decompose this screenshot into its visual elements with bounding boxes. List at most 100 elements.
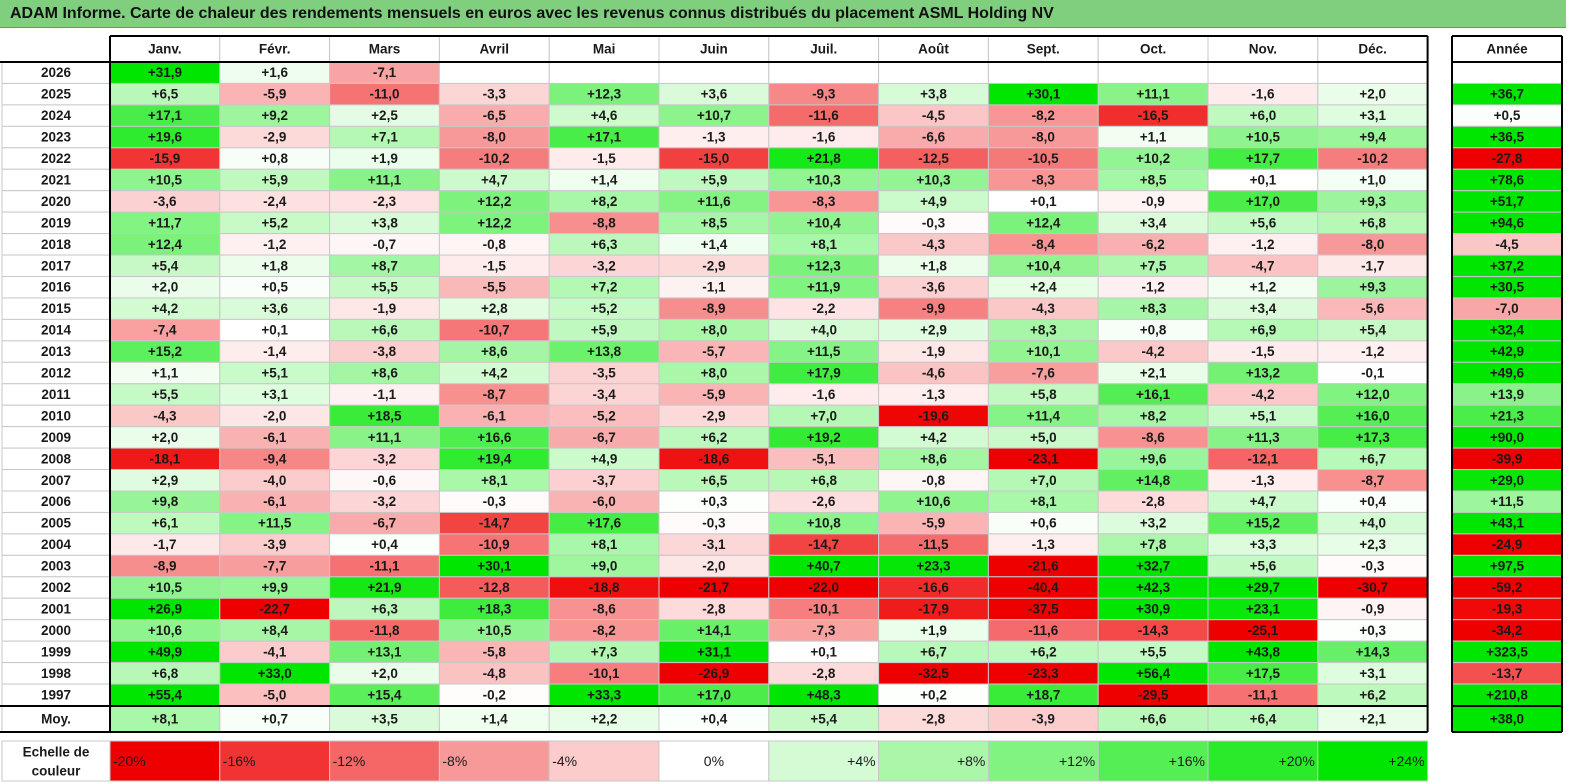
heatmap-cell-value: -8,3: [1032, 172, 1056, 187]
heatmap-cell-value: -6,1: [263, 494, 287, 509]
heatmap-cell-value: -4,7: [1251, 258, 1274, 273]
heatmap-cell-value: -6,1: [263, 430, 287, 445]
heatmap-cell-value: +15,2: [1246, 516, 1280, 531]
heatmap-cell-value: +17,1: [587, 130, 622, 145]
heatmap-cell-value: +10,3: [916, 172, 951, 187]
heatmap-cell-value: -21,7: [699, 580, 730, 595]
heatmap-cell-value: +4,0: [810, 323, 837, 338]
heatmap-cell-value: +31,1: [697, 644, 732, 659]
heatmap-cell: [1207, 61, 1319, 84]
heatmap-cell-value: +4,2: [481, 366, 508, 381]
heatmap-cell-value: +26,9: [148, 601, 182, 616]
annual-cell-value: +36,5: [1490, 130, 1525, 145]
heatmap-cell-value: -6,5: [483, 108, 507, 123]
legend-swatch: [438, 740, 550, 782]
year-label: 2023: [41, 130, 72, 145]
heatmap-cell-value: -8,0: [1361, 237, 1384, 252]
heatmap-cell-value: +6,8: [152, 666, 179, 681]
heatmap-cell-value: +11,9: [807, 280, 840, 295]
heatmap-cell: [658, 61, 770, 84]
average-cell-value: +3,5: [371, 712, 398, 727]
heatmap-cell-value: +5,9: [261, 172, 288, 187]
heatmap-cell-value: +11,6: [697, 194, 731, 209]
heatmap-cell-value: +0,2: [920, 687, 947, 702]
heatmap-cell-value: +12,0: [1356, 387, 1390, 402]
heatmap-cell-value: -18,6: [699, 451, 730, 466]
heatmap-cell-value: +0,1: [1030, 194, 1057, 209]
heatmap-cell-value: +5,8: [1030, 387, 1057, 402]
heatmap-cell-value: +19,4: [477, 451, 512, 466]
heatmap-cell-value: +11,5: [807, 344, 841, 359]
average-cell-value: -2,8: [922, 712, 946, 727]
heatmap-cell-value: +8,1: [1030, 494, 1057, 509]
heatmap-cell-value: -0,9: [1361, 601, 1384, 616]
heatmap-cell-value: -1,5: [1251, 344, 1275, 359]
heatmap-cell-value: +1,2: [1250, 280, 1277, 295]
heatmap-cell-value: -8,4: [1032, 237, 1056, 252]
year-label: 2013: [41, 344, 72, 359]
heatmap-cell-value: +12,2: [477, 194, 511, 209]
heatmap-cell-value: -3,2: [592, 258, 615, 273]
heatmap-cell-value: -4,0: [263, 473, 286, 488]
heatmap-cell-value: -2,3: [373, 194, 397, 209]
heatmap-cell-value: -9,3: [812, 87, 836, 102]
heatmap-cell-value: +3,1: [261, 387, 288, 402]
heatmap-cell-value: +7,1: [371, 130, 398, 145]
year-label: 2015: [41, 301, 72, 316]
annual-cell-value: -27,8: [1492, 151, 1523, 166]
heatmap-cell-value: -1,2: [1251, 237, 1274, 252]
heatmap-cell-value: -3,7: [592, 473, 615, 488]
month-header-label: Déc.: [1358, 42, 1387, 57]
heatmap-cell-value: -14,7: [808, 537, 839, 552]
heatmap-cell-value: -12,5: [918, 151, 949, 166]
heatmap-cell-value: -4,3: [153, 408, 177, 423]
year-label: 1998: [41, 666, 72, 681]
annual-cell-value: -13,7: [1492, 666, 1523, 681]
heatmap-cell-value: -2,4: [263, 194, 287, 209]
heatmap-cell-value: -22,0: [808, 580, 839, 595]
heatmap-cell-value: +6,5: [701, 473, 728, 488]
legend-swatch-label: +4%: [847, 753, 875, 769]
annual-cell-value: +94,6: [1490, 215, 1525, 230]
annual-cell-value: -19,3: [1492, 601, 1523, 616]
legend-swatch-label: -12%: [333, 753, 366, 769]
average-label-cell: [1, 705, 111, 733]
heatmap-cell-value: -7,7: [263, 559, 286, 574]
heatmap-cell-value: +9,2: [261, 108, 288, 123]
heatmap-cell-value: +6,9: [1250, 323, 1277, 338]
heatmap-cell-value: +1,8: [261, 258, 288, 273]
heatmap-cell-value: +30,1: [1026, 87, 1061, 102]
heatmap-cell-value: -6,0: [592, 494, 615, 509]
heatmap-cell-value: +5,6: [1250, 559, 1277, 574]
month-header-label: Mai: [593, 42, 616, 57]
heatmap-cell: [1317, 61, 1429, 84]
annual-cell-value: +29,0: [1490, 473, 1524, 488]
heatmap-cell-value: -10,7: [479, 323, 510, 338]
annual-cell-value: +37,2: [1490, 258, 1524, 273]
heatmap-cell-value: +49,9: [148, 644, 182, 659]
heatmap-cell-value: +0,8: [1140, 323, 1167, 338]
heatmap-cell-value: +6,8: [810, 473, 837, 488]
heatmap-cell-value: -17,9: [918, 601, 949, 616]
heatmap-cell-value: -1,9: [373, 301, 396, 316]
heatmap-cell-value: -1,9: [922, 344, 945, 359]
heatmap-cell-value: +4,9: [591, 451, 618, 466]
heatmap-cell-value: +5,1: [1250, 408, 1277, 423]
average-cell-value: +6,4: [1250, 712, 1277, 727]
heatmap-cell-value: +21,8: [807, 151, 842, 166]
heatmap-cell-value: -2,9: [263, 130, 286, 145]
heatmap-cell-value: -5,9: [702, 387, 725, 402]
heatmap-cell-value: -8,0: [1032, 130, 1055, 145]
heatmap-cell-value: +2,0: [371, 666, 398, 681]
heatmap-cell-value: -8,2: [1032, 108, 1055, 123]
heatmap-cell-value: +3,4: [1250, 301, 1277, 316]
heatmap-cell-value: -7,6: [1032, 366, 1056, 381]
heatmap-cell-value: +8,1: [481, 473, 508, 488]
year-label: 2016: [41, 280, 72, 295]
heatmap-cell-value: -4,8: [483, 666, 507, 681]
heatmap-cell-value: -4,3: [1032, 301, 1056, 316]
year-label: 2017: [41, 258, 71, 273]
annual-cell-value: +32,4: [1490, 323, 1525, 338]
heatmap-cell-value: +33,3: [587, 687, 622, 702]
heatmap-cell-value: -8,9: [702, 301, 725, 316]
